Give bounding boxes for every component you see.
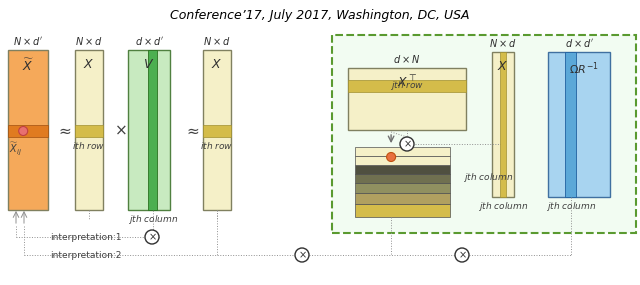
Text: $\approx$: $\approx$ [56,123,72,137]
Bar [332,35,636,233]
Text: $j$th column: $j$th column [546,200,596,213]
Bar [355,183,450,193]
Circle shape [19,127,28,135]
Bar [203,50,231,210]
Bar [75,50,103,210]
Bar [128,50,170,210]
Text: $X$: $X$ [211,58,223,71]
Circle shape [400,137,414,151]
Text: $\times$: $\times$ [298,250,307,260]
Text: $\widetilde{X}$: $\widetilde{X}$ [22,58,34,74]
Text: $\times$: $\times$ [458,250,467,260]
Bar [548,52,610,197]
Bar [8,50,48,210]
Text: $X^\top$: $X^\top$ [397,74,417,90]
Bar [348,80,466,92]
Text: $d \times d'$: $d \times d'$ [134,35,163,47]
Bar [348,68,466,130]
Text: $j$th row: $j$th row [390,80,424,93]
Bar [148,50,157,210]
Circle shape [455,248,469,262]
Text: $d \times d'$: $d \times d'$ [564,37,593,49]
Bar [355,147,450,156]
Text: $\approx$: $\approx$ [184,123,200,137]
Text: $j$th column: $j$th column [127,213,178,226]
Text: $\times$: $\times$ [403,139,412,149]
Bar [355,193,450,204]
Circle shape [145,230,159,244]
Text: $\widetilde{X}_{ij}$: $\widetilde{X}_{ij}$ [9,141,22,158]
Bar [355,204,450,217]
Text: $X$: $X$ [83,58,95,71]
Bar [500,52,506,197]
Text: $j$th column: $j$th column [463,170,513,184]
Text: Conference’17, July 2017, Washington, DC, USA: Conference’17, July 2017, Washington, DC… [170,9,470,22]
Text: $\Omega R^{-1}$: $\Omega R^{-1}$ [569,60,599,77]
Bar [355,174,450,183]
Bar [492,52,514,197]
Bar [355,156,450,165]
Bar [203,125,231,137]
Bar [355,165,450,174]
Text: $N \times d$: $N \times d$ [489,37,516,49]
Circle shape [295,248,309,262]
Text: $N \times d$: $N \times d$ [76,35,103,47]
Bar [75,125,103,137]
Text: $\times$: $\times$ [114,123,126,137]
Bar [8,125,48,137]
Text: $i$th row: $i$th row [72,140,106,151]
Text: $d \times N$: $d \times N$ [394,53,420,65]
Text: $j$th column: $j$th column [477,200,528,213]
Text: $N \times d$: $N \times d$ [204,35,231,47]
Text: $N \times d'$: $N \times d'$ [13,35,43,47]
Circle shape [387,152,396,162]
Bar [565,52,577,197]
Text: $V$: $V$ [143,58,155,71]
Text: $i$th row: $i$th row [200,140,234,151]
Text: $X$: $X$ [497,60,509,73]
Text: interpretation:2: interpretation:2 [50,251,122,260]
Text: $\times$: $\times$ [148,232,156,242]
Text: interpretation:1: interpretation:1 [50,233,122,241]
